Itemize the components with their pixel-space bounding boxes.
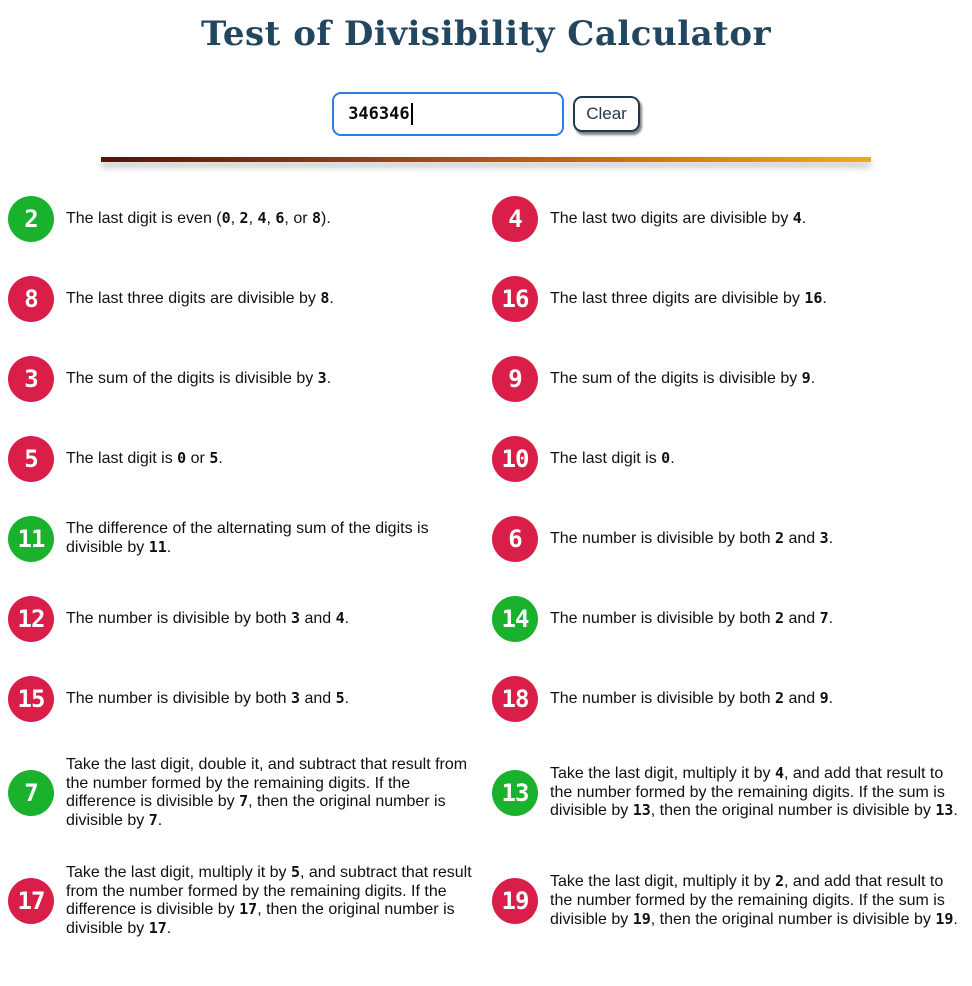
number-input-value: 346346 (348, 104, 410, 124)
divisor-badge: 4 (492, 196, 538, 242)
rule-text: The number is divisible by both 2 and 7. (550, 608, 834, 627)
clear-button[interactable]: Clear (573, 96, 640, 132)
divisor-badge: 9 (492, 356, 538, 402)
divisor-badge: 19 (492, 878, 538, 925)
divisor-badge: 6 (492, 516, 538, 562)
rule-item: 18 The number is divisible by both 2 and… (492, 676, 964, 722)
rule-item: 5 The last digit is 0 or 5. (8, 436, 480, 482)
rule-item: 7 Take the last digit, double it, and su… (8, 756, 480, 830)
rule-item: 9 The sum of the digits is divisible by … (492, 356, 964, 402)
rule-item: 8 The last three digits are divisible by… (8, 276, 480, 322)
divisor-badge: 10 (492, 436, 538, 482)
text-caret (410, 103, 413, 125)
rule-item: 17 Take the last digit, multiply it by 5… (8, 863, 480, 938)
rule-item: 10 The last digit is 0. (492, 436, 964, 482)
rule-text: The sum of the digits is divisible by 9. (550, 368, 816, 387)
divisor-badge: 7 (8, 770, 54, 817)
rule-item: 13 Take the last digit, multiply it by 4… (492, 756, 964, 830)
rule-item: 3 The sum of the digits is divisible by … (8, 356, 480, 402)
rule-text: The number is divisible by both 2 and 9. (550, 688, 834, 707)
divisor-badge: 13 (492, 770, 538, 817)
divisor-badge: 8 (8, 276, 54, 322)
divisor-badge: 16 (492, 276, 538, 322)
rule-item: 2 The last digit is even (0, 2, 4, 6, or… (8, 196, 480, 242)
rules-grid: 2 The last digit is even (0, 2, 4, 6, or… (0, 196, 972, 938)
controls-bar: 346346 Clear (0, 92, 972, 136)
rule-text: The number is divisible by both 3 and 4. (66, 608, 350, 627)
rule-text: The last three digits are divisible by 8… (66, 288, 334, 307)
rule-text: Take the last digit, double it, and subt… (66, 756, 468, 829)
rule-text: The last digit is 0. (550, 448, 675, 467)
number-input[interactable]: 346346 (332, 92, 565, 136)
divisor-badge: 11 (8, 516, 54, 562)
divisor-badge: 12 (8, 596, 54, 642)
divisor-badge: 3 (8, 356, 54, 402)
divisor-badge: 17 (8, 878, 54, 925)
rule-text: The sum of the digits is divisible by 3. (66, 368, 332, 387)
rule-text: The last two digits are divisible by 4. (550, 208, 807, 227)
rule-text: Take the last digit, multiply it by 2, a… (550, 872, 958, 928)
rule-text: The number is divisible by both 2 and 3. (550, 528, 834, 547)
rule-text: Take the last digit, multiply it by 4, a… (550, 764, 958, 820)
rule-text: The number is divisible by both 3 and 5. (66, 688, 350, 707)
rule-text: The last digit is even (0, 2, 4, 6, or 8… (66, 208, 331, 227)
rule-item: 16 The last three digits are divisible b… (492, 276, 964, 322)
divisor-badge: 2 (8, 196, 54, 242)
divisor-badge: 15 (8, 676, 54, 722)
rule-item: 6 The number is divisible by both 2 and … (492, 516, 964, 562)
divisor-badge: 14 (492, 596, 538, 642)
page-title: Test of Divisibility Calculator (201, 14, 771, 54)
rule-item: 14 The number is divisible by both 2 and… (492, 596, 964, 642)
divisor-badge: 5 (8, 436, 54, 482)
rule-item: 12 The number is divisible by both 3 and… (8, 596, 480, 642)
rule-item: 19 Take the last digit, multiply it by 2… (492, 864, 964, 938)
rule-text: The difference of the alternating sum of… (66, 520, 429, 556)
rule-text: Take the last digit, multiply it by 5, a… (66, 863, 472, 937)
rule-text: The last three digits are divisible by 1… (550, 288, 827, 307)
rule-item: 15 The number is divisible by both 3 and… (8, 676, 480, 722)
divisor-badge: 18 (492, 676, 538, 722)
rule-text: The last digit is 0 or 5. (66, 448, 223, 467)
gradient-divider (101, 157, 871, 162)
rule-item: 11 The difference of the alternating sum… (8, 516, 480, 562)
rule-item: 4 The last two digits are divisible by 4… (492, 196, 964, 242)
